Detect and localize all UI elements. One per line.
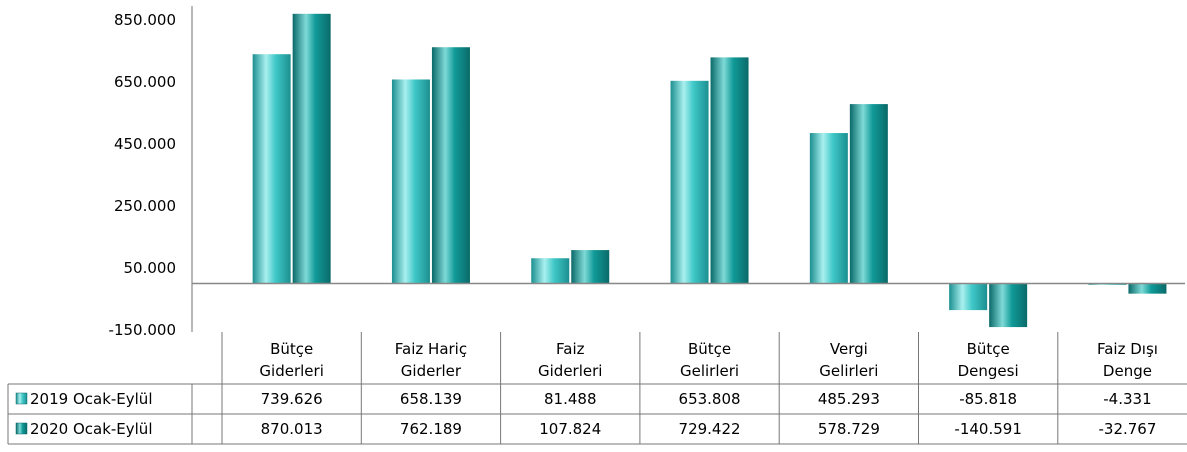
y-tick-label: 250.000 [114, 197, 176, 215]
bar [670, 80, 709, 284]
category-label: Faiz [556, 340, 585, 358]
legend-swatch [15, 392, 28, 405]
y-tick-label: -150.000 [109, 321, 176, 339]
bar [849, 104, 888, 284]
bar [391, 79, 430, 284]
table-cell-value: -85.818 [959, 390, 1017, 408]
y-tick-label: 50.000 [124, 259, 177, 277]
data-table: Bütçe Giderleri Faiz Hariç Giderler Faiz Gide… [7, 332, 1187, 445]
category-label: Giderleri [538, 362, 602, 380]
bar [710, 57, 749, 284]
table-cell-value: -4.331 [1103, 390, 1151, 408]
category-label: Bütçe [270, 340, 313, 358]
category-label: Bütçe [688, 340, 731, 358]
table-cell-value: 870.013 [261, 420, 323, 438]
bars [252, 13, 1167, 328]
y-tick-label: 450.000 [114, 135, 176, 153]
y-tick-label: 850.000 [114, 11, 176, 29]
category-label: Bütçe [967, 340, 1010, 358]
bar [292, 13, 331, 284]
legend-label: 2019 Ocak-Eylül [30, 390, 152, 408]
table-cell-value: 762.189 [400, 420, 462, 438]
category-label: Giderler [401, 362, 462, 380]
bar [531, 258, 570, 284]
category-label: Denge [1103, 362, 1152, 380]
table-cell-value: 658.139 [400, 390, 462, 408]
table-cell-value: -32.767 [1098, 420, 1156, 438]
category-label: Faiz Dışı [1097, 340, 1158, 358]
table-cell-value: 578.729 [818, 420, 880, 438]
bar [949, 283, 988, 311]
category-label: Vergi [830, 340, 868, 358]
table-cell-value: 81.488 [544, 390, 597, 408]
legend-label: 2020 Ocak-Eylül [30, 420, 152, 438]
category-label: Gelirleri [819, 362, 878, 380]
table-cell-value: 729.422 [679, 420, 741, 438]
table-cell-value: -140.591 [954, 420, 1021, 438]
category-label: Faiz Hariç [395, 340, 467, 358]
bar [809, 133, 848, 284]
category-label: Gelirleri [680, 362, 739, 380]
y-tick-label: 650.000 [114, 73, 176, 91]
legend-swatch [15, 422, 28, 435]
bar [1128, 283, 1167, 294]
table-cell-value: 107.824 [539, 420, 601, 438]
table-cell-value: 739.626 [261, 390, 323, 408]
bar [252, 54, 291, 284]
table-cell-value: 485.293 [818, 390, 880, 408]
y-axis-tick-labels: 850.000 650.000 450.000 250.000 50.000 -150.0… [109, 11, 176, 339]
bar [989, 283, 1028, 328]
bar [571, 250, 610, 284]
category-label: Dengesi [958, 362, 1019, 380]
category-label: Giderleri [259, 362, 323, 380]
table-cell-value: 653.808 [679, 390, 741, 408]
axes [191, 6, 1185, 332]
bar [431, 47, 470, 284]
